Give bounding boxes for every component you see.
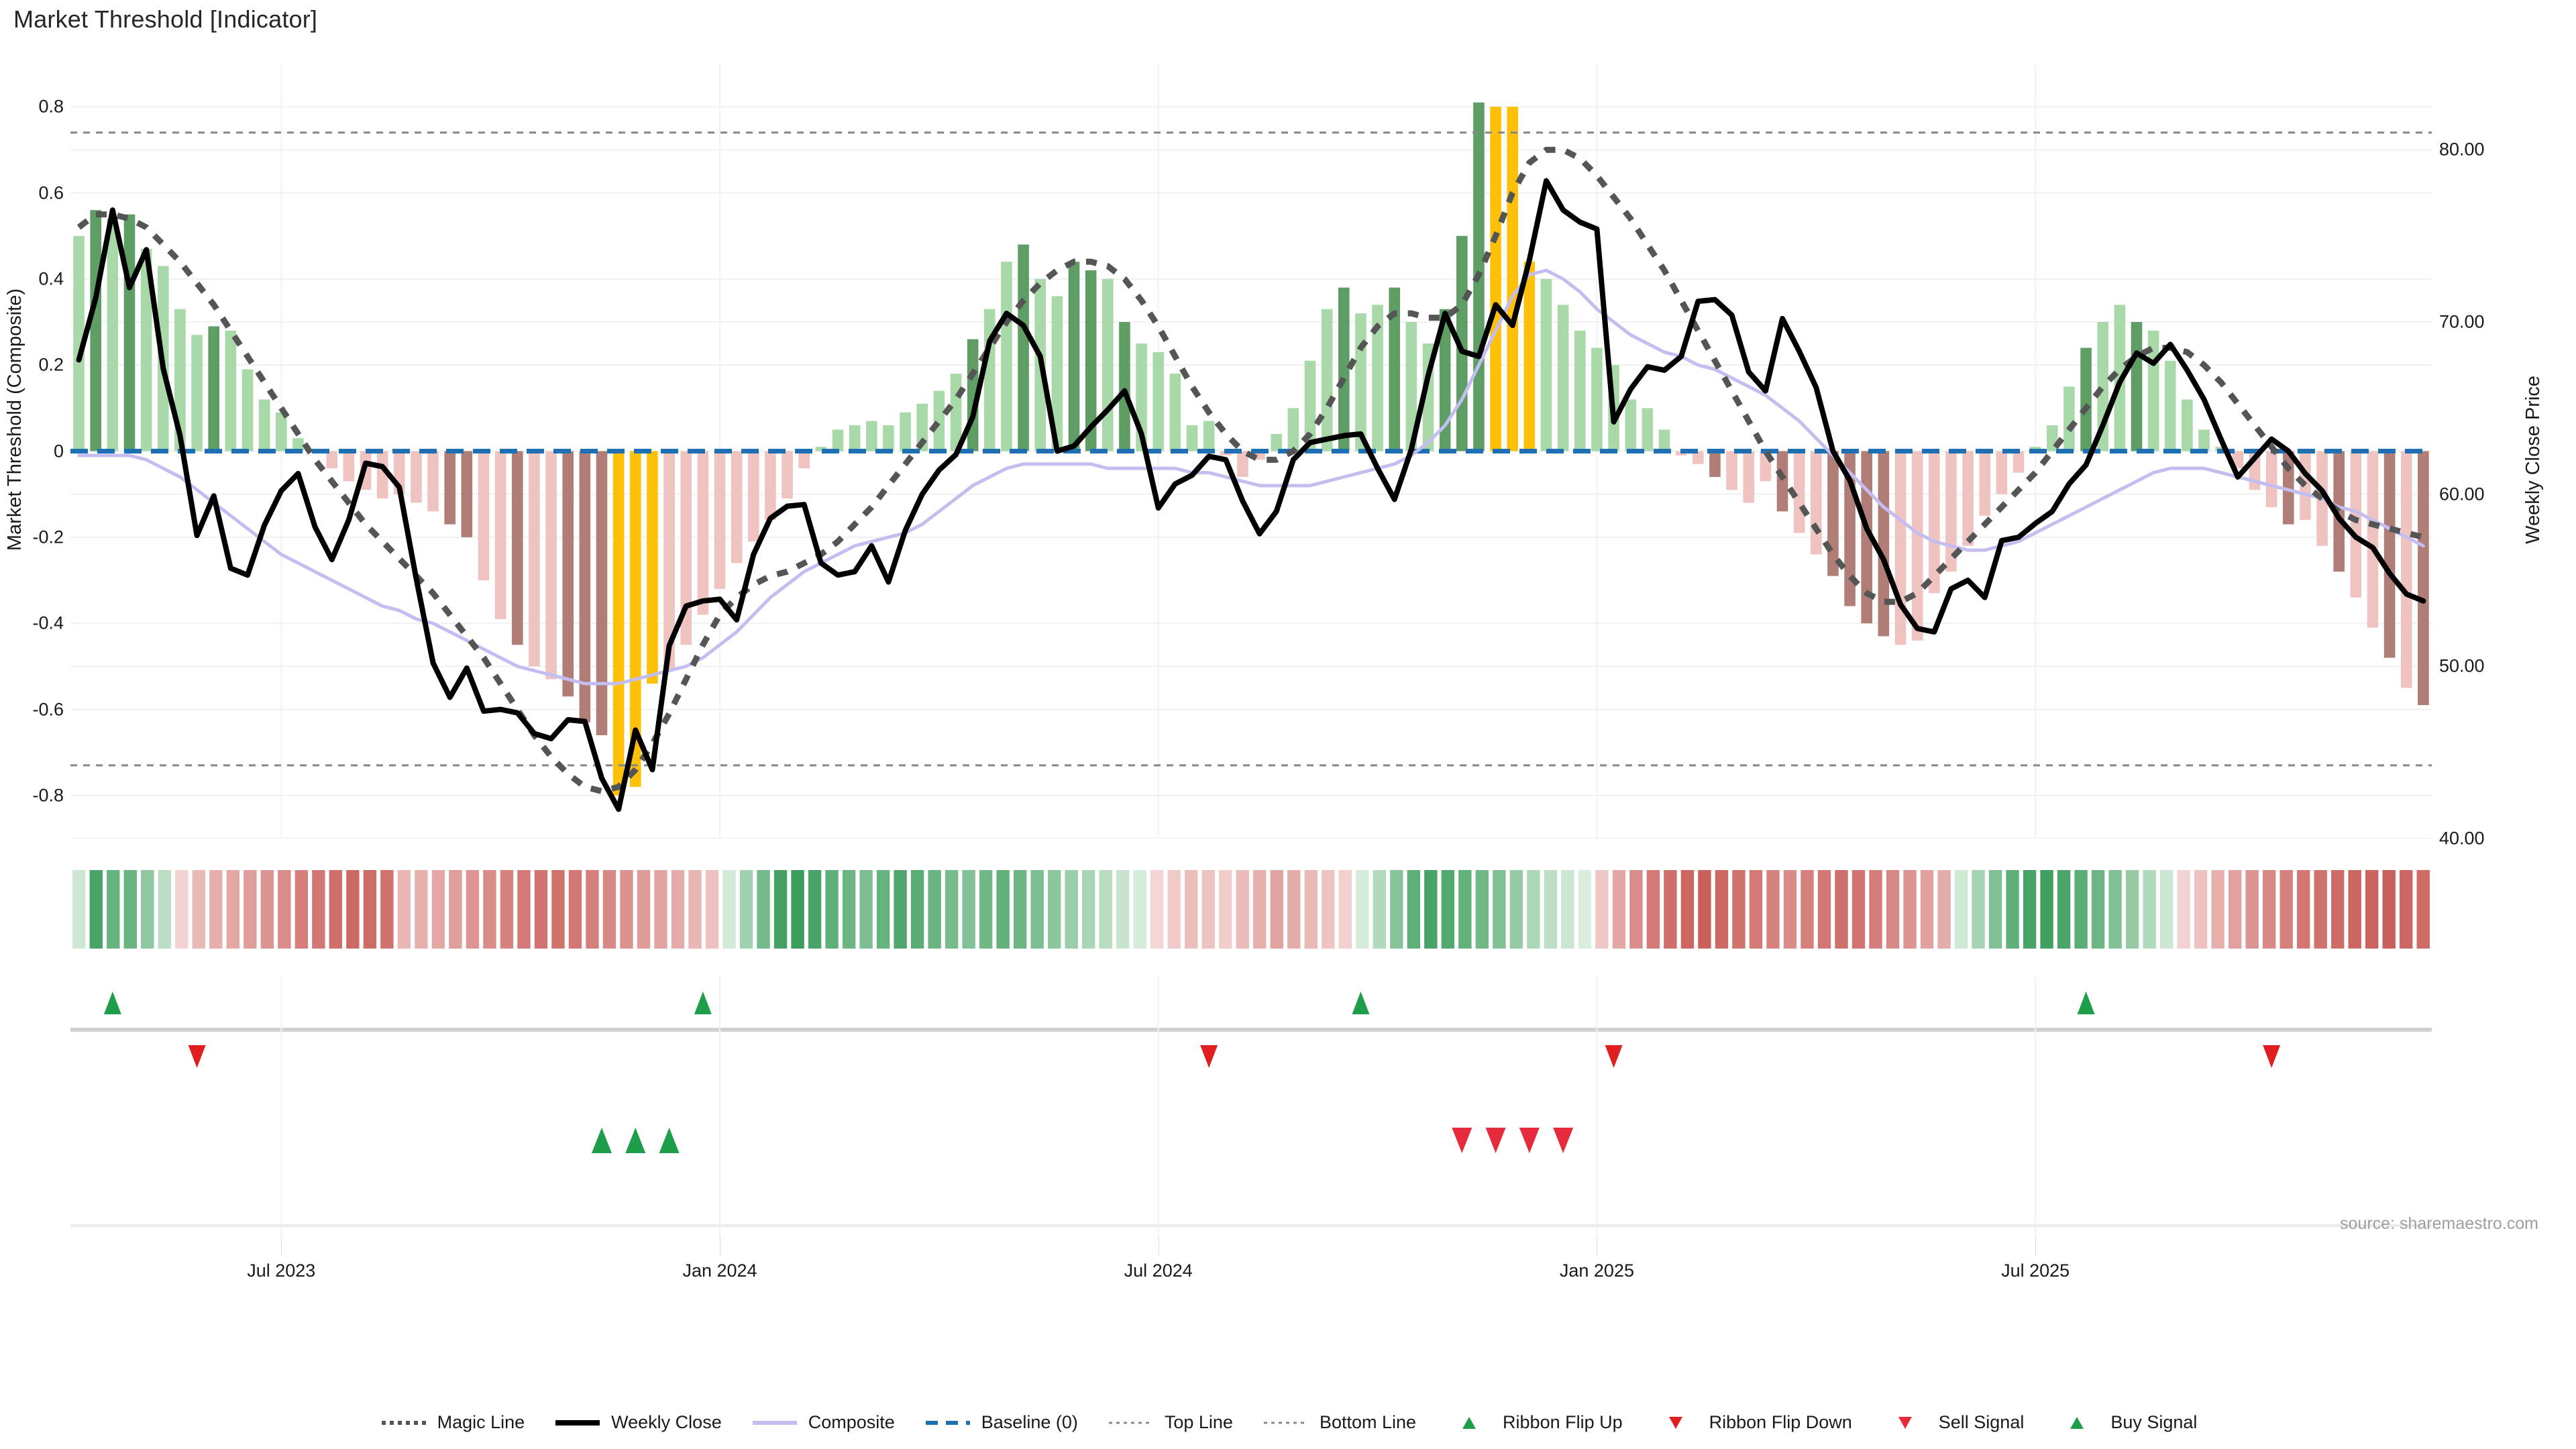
legend-item[interactable]: Sell Signal	[1880, 1412, 2025, 1433]
y-tick-left: -0.2	[32, 527, 64, 547]
legend-label: Bottom Line	[1319, 1412, 1417, 1432]
legend-swatch-triangle-down-red-icon	[1668, 1416, 1682, 1429]
legend-label: Ribbon Flip Down	[1709, 1412, 1852, 1432]
legend-swatch-dotted-thick-gray-icon	[381, 1420, 426, 1425]
y-tick-left: -0.4	[32, 612, 64, 633]
legend-label: Weekly Close	[611, 1412, 722, 1432]
y-tick-left: 0.4	[38, 268, 64, 289]
legend-label: Sell Signal	[1938, 1412, 2025, 1432]
legend-swatch-solid-black-icon	[555, 1419, 600, 1426]
page-title: Market Threshold [Indicator]	[13, 5, 318, 33]
x-tick-label: Jan 2024	[682, 1260, 757, 1281]
y-tick-left: 0	[53, 441, 64, 461]
legend-item[interactable]: Ribbon Flip Down	[1651, 1412, 1852, 1433]
ribbon-strip	[70, 870, 2432, 949]
x-tick-mark	[281, 1238, 282, 1255]
y-tick-left: 0.8	[38, 96, 64, 117]
legend-item[interactable]: Magic Line	[379, 1412, 525, 1433]
x-tick-label: Jul 2023	[247, 1260, 316, 1281]
signal-rows	[70, 976, 2432, 1238]
legend-item[interactable]: Weekly Close	[553, 1412, 722, 1433]
legend-swatch-triangle-down-crimson-icon	[1898, 1416, 1912, 1429]
legend-label: Buy Signal	[2110, 1412, 2198, 1432]
source-watermark: source: sharemaestro.com	[2340, 1214, 2538, 1233]
legend-swatch-triangle-up-green-icon	[1462, 1416, 1477, 1429]
legend-swatch-dotted-thin-gray-icon	[1108, 1421, 1153, 1424]
legend-item[interactable]: Baseline (0)	[923, 1412, 1078, 1433]
left-axis-ticks: 0.8 0.6 0.4 0.2 0 -0.2 -0.4 -0.6 -0.8	[0, 64, 64, 839]
y-tick-right: 70.00	[2439, 311, 2485, 332]
x-tick-label: Jan 2025	[1559, 1260, 1634, 1281]
legend-item[interactable]: Top Line	[1106, 1412, 1233, 1433]
legend-swatch-dotted-thin-gray-icon	[1263, 1421, 1308, 1424]
y-tick-right: 60.00	[2439, 484, 2485, 504]
x-axis: Jul 2023 Jan 2024 Jul 2024 Jan 2025 Jul 2025	[70, 1238, 2432, 1298]
legend-item[interactable]: Bottom Line	[1261, 1412, 1416, 1433]
legend-label: Magic Line	[437, 1412, 525, 1432]
legend-swatch-dashed-blue-icon	[925, 1420, 970, 1425]
legend-swatch-solid-purple-icon	[752, 1420, 797, 1425]
x-tick-mark	[2035, 1238, 2037, 1255]
y-tick-right: 40.00	[2439, 828, 2485, 849]
legend-label: Ribbon Flip Up	[1503, 1412, 1623, 1432]
legend-swatch-triangle-up-green-icon	[2070, 1416, 2084, 1429]
x-tick-label: Jul 2025	[2001, 1260, 2070, 1281]
legend-item[interactable]: Buy Signal	[2052, 1412, 2197, 1433]
y-tick-left: 0.6	[38, 182, 64, 203]
legend-label: Composite	[808, 1412, 895, 1432]
x-tick-label: Jul 2024	[1124, 1260, 1193, 1281]
legend-label: Top Line	[1164, 1412, 1233, 1432]
chart-legend: Magic Line Weekly Close Composite Baseline …	[0, 1412, 2576, 1433]
y-tick-right: 80.00	[2439, 139, 2485, 160]
legend-item[interactable]: Composite	[750, 1412, 895, 1433]
legend-label: Baseline (0)	[981, 1412, 1078, 1432]
legend-item[interactable]: Ribbon Flip Up	[1444, 1412, 1623, 1433]
indicator-plot[interactable]	[70, 64, 2432, 839]
y-tick-right: 50.00	[2439, 655, 2485, 676]
right-axis-ticks: 80.00 70.00 60.00 50.00 40.00	[2439, 64, 2526, 849]
y-tick-left: -0.8	[32, 785, 64, 806]
y-tick-left: 0.2	[38, 354, 64, 375]
y-tick-left: -0.6	[32, 699, 64, 719]
